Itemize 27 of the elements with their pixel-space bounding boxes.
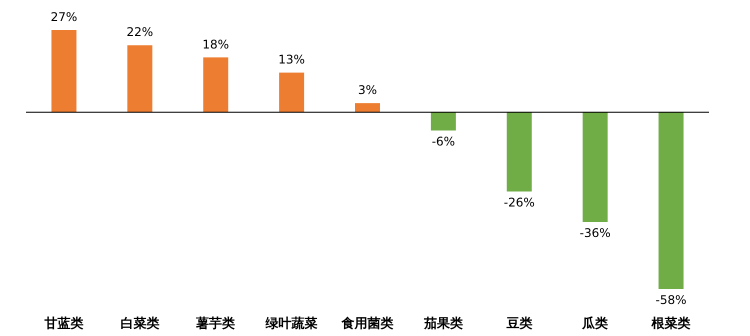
data-label: -36%: [580, 226, 611, 240]
bar: [658, 112, 684, 289]
x-tick-label: 白菜类: [120, 316, 160, 332]
data-label: -58%: [656, 293, 687, 307]
bar: [506, 112, 532, 192]
data-label: 13%: [278, 52, 305, 67]
bar: [582, 112, 608, 222]
data-label: 3%: [358, 83, 378, 98]
data-label: 18%: [202, 37, 230, 52]
bar: [203, 57, 228, 112]
bar: [51, 30, 76, 112]
x-tick-label: 食用菌类: [340, 316, 394, 332]
bar: [127, 45, 152, 112]
bar: [355, 103, 380, 112]
data-label: -6%: [432, 134, 456, 149]
data-label: -26%: [504, 195, 535, 210]
bar: [430, 112, 456, 131]
x-tick-label: 茄果类: [422, 316, 463, 332]
x-tick-label: 薯芋类: [195, 316, 236, 332]
x-tick-label: 豆类: [505, 316, 532, 332]
x-tick-label: 绿叶蔬菜: [264, 316, 318, 332]
x-tick-label: 甘蓝类: [43, 316, 84, 332]
data-label: 22%: [126, 25, 154, 40]
data-label: 27%: [50, 10, 78, 24]
x-tick-label: 根菜类: [650, 316, 691, 332]
bar: [279, 72, 304, 112]
x-tick-label: 瓜类: [581, 316, 608, 332]
